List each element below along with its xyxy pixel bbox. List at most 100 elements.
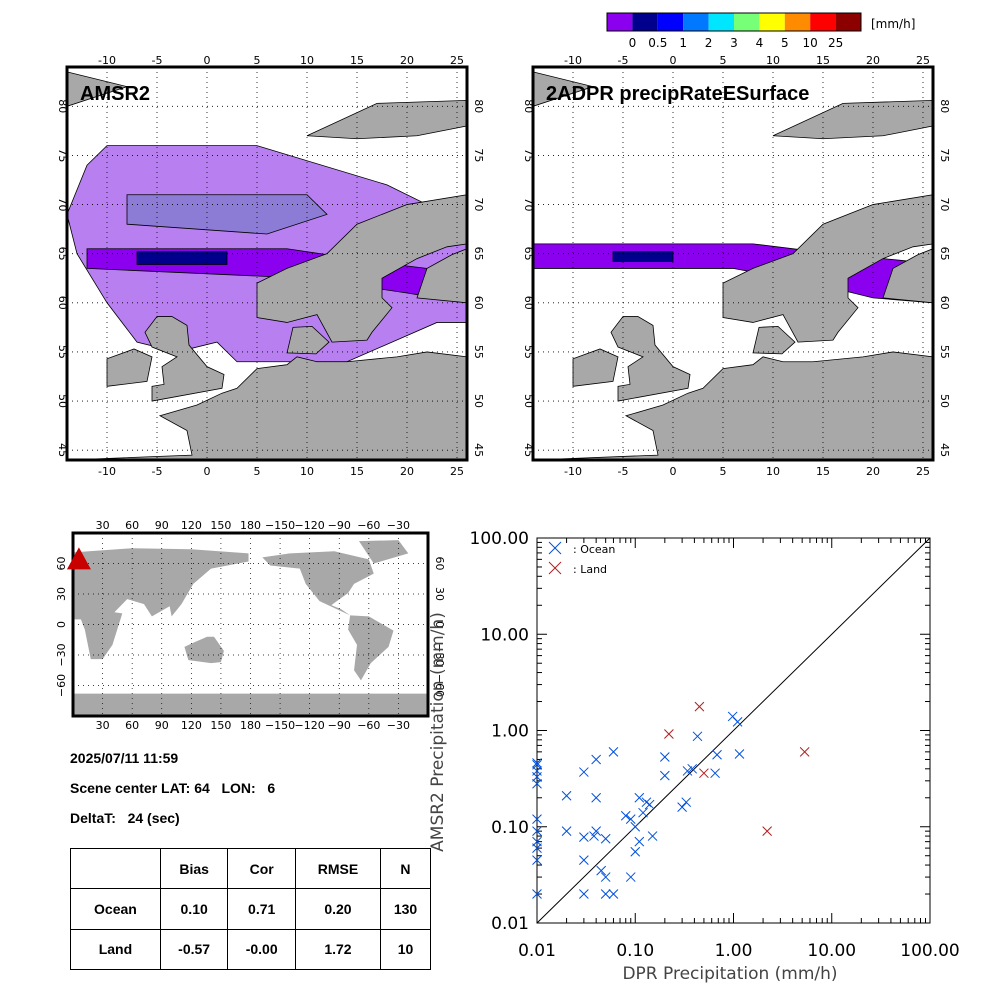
lon-tick-label: 0 xyxy=(204,54,211,67)
x-tick-label: 100.00 xyxy=(900,941,959,961)
globe-lon-tick: 30 xyxy=(96,719,110,732)
scene-datetime: 2025/07/11 11:59 xyxy=(70,750,179,766)
scatter-point xyxy=(625,814,636,824)
globe-frame xyxy=(71,531,430,718)
globe-lat-tick: 30 xyxy=(55,587,68,601)
scatter-point xyxy=(561,790,572,801)
lon-tick-label: -5 xyxy=(152,465,163,478)
lat-tick-label: 45 xyxy=(522,443,535,457)
colorbar-tick-label: 1 xyxy=(679,36,687,50)
stats-cell: 10 xyxy=(379,928,432,971)
colorbar-tick-label: 25 xyxy=(828,36,843,50)
colorbar-swatch xyxy=(759,13,785,31)
colorbar-tick-label: 5 xyxy=(781,36,789,50)
globe-lat-tick: −30 xyxy=(55,643,68,666)
finland-land xyxy=(416,248,468,304)
globe-lat-tick: −60 xyxy=(433,674,446,697)
scatter-point xyxy=(589,831,599,841)
stats-cell: 0.20 xyxy=(294,888,381,930)
legend-marker xyxy=(548,561,562,575)
globe-lat-tick: 30 xyxy=(433,587,446,601)
x-tick-label: 10.00 xyxy=(807,941,856,961)
lon-tick-label: 20 xyxy=(400,465,414,478)
continent-land xyxy=(532,351,934,461)
lat-tick-label: 60 xyxy=(56,296,69,310)
colorbar-swatch xyxy=(784,13,811,31)
colorbar-tick-label: 3 xyxy=(730,36,738,50)
lon-tick-label: -10 xyxy=(564,54,582,67)
globe-lon-tick: 30 xyxy=(96,519,110,532)
lat-tick-label: 70 xyxy=(472,198,485,212)
lat-tick-label: 80 xyxy=(56,99,69,113)
scatter-point xyxy=(664,729,674,739)
lat-tick-label: 65 xyxy=(938,247,951,261)
globe-lon-tick: −150 xyxy=(265,519,295,532)
lat-tick-label: 60 xyxy=(472,296,485,310)
globe-lon-tick: −30 xyxy=(387,719,410,732)
colorbar-border xyxy=(606,12,862,32)
lat-tick-label: 55 xyxy=(938,345,951,359)
scatter-point xyxy=(799,746,810,757)
lat-tick-label: 50 xyxy=(522,394,535,408)
scatter-point xyxy=(634,836,645,847)
scatter-point xyxy=(677,802,687,812)
delta-time: DeltaT: 24 (sec) xyxy=(70,810,180,826)
lon-tick-label: 5 xyxy=(254,54,261,67)
scatter-point xyxy=(600,889,611,899)
colorbar-tick-label: 4 xyxy=(756,36,764,50)
eurasia-africa-land xyxy=(73,548,249,660)
scatter-point xyxy=(579,832,589,842)
lon-tick-label: -5 xyxy=(152,54,163,67)
scatter-point xyxy=(579,889,589,899)
y-tick-label: 100.00 xyxy=(470,529,529,549)
lat-tick-label: 50 xyxy=(472,394,485,408)
great-britain-land xyxy=(610,316,691,402)
scene-center: Scene center LAT: 64 LON: 6 xyxy=(70,780,276,796)
scatter-point xyxy=(634,792,645,803)
globe-lat-tick: −60 xyxy=(55,674,68,697)
y-tick-label: 0.10 xyxy=(491,818,529,838)
y-tick-label: 1.00 xyxy=(491,722,529,742)
lat-tick-label: 65 xyxy=(472,247,485,261)
amsr2-map-title: AMSR2 xyxy=(80,83,150,105)
scatter-point xyxy=(600,833,611,844)
x-tick-label: 0.10 xyxy=(616,941,654,961)
scatter-point xyxy=(625,872,636,882)
globe-lon-tick: −120 xyxy=(295,719,325,732)
scatter-point xyxy=(710,768,720,779)
lon-tick-label: 20 xyxy=(866,54,880,67)
stats-cell: -0.00 xyxy=(227,928,296,971)
colorbar-swatch xyxy=(734,13,760,31)
scatter-point xyxy=(608,746,619,757)
colorbar-swatch xyxy=(835,13,861,31)
legend-label: : Land xyxy=(573,563,607,576)
lat-tick-label: 80 xyxy=(522,99,535,113)
north-america-land xyxy=(262,551,374,616)
globe-lon-tick: 120 xyxy=(181,719,202,732)
lat-tick-label: 55 xyxy=(522,345,535,359)
scatter-point xyxy=(630,821,641,832)
scatter-point xyxy=(647,831,658,841)
globe-lat-tick: 60 xyxy=(55,557,68,571)
antarctica-land xyxy=(73,693,428,716)
y-tick-label: 0.01 xyxy=(491,914,529,934)
scatter-point xyxy=(579,855,589,865)
scatter-point xyxy=(532,826,542,837)
scatter-point xyxy=(579,767,589,777)
lat-tick-label: 55 xyxy=(56,345,69,359)
scatter-point xyxy=(762,826,772,837)
dpr-map-title: 2ADPR precipRateESurface xyxy=(546,83,809,105)
scatter-point xyxy=(630,846,641,857)
ireland-land xyxy=(106,348,153,387)
scatter-point xyxy=(638,807,648,818)
globe-lon-tick: −60 xyxy=(357,519,380,532)
scatter-point xyxy=(727,711,738,722)
scatter-point xyxy=(561,826,572,837)
scatter-point xyxy=(532,759,542,770)
globe-lat-tick: 0 xyxy=(55,621,68,628)
colorbar-tick-label: 0.5 xyxy=(648,36,667,50)
colorbar-tick-label: 10 xyxy=(803,36,818,50)
scatter-point xyxy=(532,758,542,768)
